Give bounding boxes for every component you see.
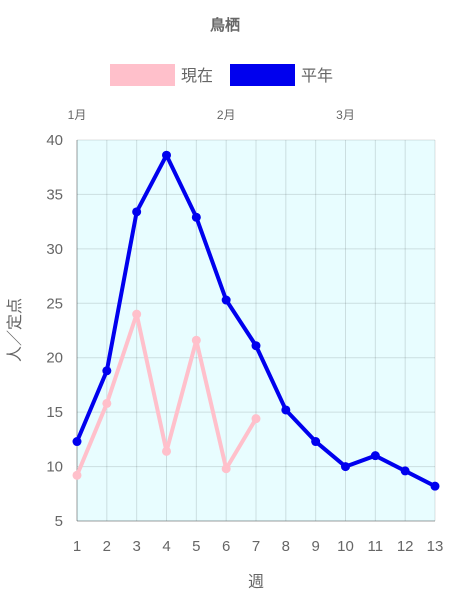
y-axis-label: 人／定点 [6, 298, 24, 362]
legend-label-normal: 平年 [301, 67, 333, 85]
x-axis-ticks: 1 2 3 4 5 6 7 8 9 10 11 12 13 [73, 538, 444, 555]
data-point [400, 466, 410, 476]
data-point [251, 341, 261, 351]
y-tick-label: 10 [46, 459, 63, 476]
x-tick-label: 5 [192, 538, 200, 555]
x-tick-label: 3 [132, 538, 140, 555]
series-layer [72, 150, 440, 491]
x-tick-label: 1 [73, 538, 81, 555]
legend: 現在 平年 [110, 64, 333, 86]
data-point [102, 398, 112, 408]
data-point [311, 437, 321, 447]
data-point [162, 446, 171, 456]
legend-item-current[interactable]: 現在 [110, 64, 213, 86]
series-current [72, 309, 261, 480]
x-tick-label: 13 [427, 538, 444, 555]
legend-swatch-current [110, 64, 175, 86]
y-axis-ticks: 5 10 15 20 25 30 35 40 [46, 132, 63, 530]
data-point [341, 462, 350, 472]
data-point [370, 451, 380, 461]
data-point [430, 481, 440, 491]
y-tick-label: 15 [46, 404, 63, 421]
y-tick-label: 30 [46, 241, 63, 258]
x-tick-label: 11 [368, 538, 384, 555]
data-point [251, 414, 261, 424]
y-tick-label: 35 [46, 186, 63, 203]
data-point [281, 405, 291, 415]
data-point [102, 366, 112, 376]
data-point [72, 437, 82, 447]
data-point [132, 309, 142, 319]
x-tick-label: 10 [337, 538, 354, 555]
data-point [72, 470, 82, 480]
x-tick-label: 12 [397, 538, 414, 555]
chart-title: 鳥栖 [210, 16, 240, 34]
legend-label-current: 現在 [181, 67, 213, 85]
data-point [221, 295, 231, 305]
y-tick-label: 5 [55, 513, 63, 530]
data-point [191, 212, 201, 222]
x-tick-label: 6 [222, 538, 230, 555]
month-label: 3月 [336, 108, 355, 122]
data-point [221, 464, 231, 474]
data-point [191, 335, 201, 345]
x-tick-label: 4 [162, 538, 170, 555]
x-tick-label: 2 [103, 538, 111, 555]
x-axis-label: 週 [248, 573, 264, 591]
data-point [132, 207, 142, 217]
month-label: 1月 [68, 108, 87, 122]
series-normal [72, 150, 440, 491]
x-tick-label: 9 [311, 538, 319, 555]
y-tick-label: 25 [46, 295, 63, 312]
legend-swatch-normal [230, 64, 295, 86]
legend-item-normal[interactable]: 平年 [230, 64, 333, 86]
month-label: 2月 [217, 108, 236, 122]
y-tick-label: 40 [46, 132, 63, 149]
data-point [162, 150, 171, 160]
x-tick-label: 7 [252, 538, 260, 555]
x-tick-label: 8 [282, 538, 290, 555]
month-labels: 1月 2月 3月 [68, 108, 355, 122]
y-tick-label: 20 [46, 350, 63, 367]
